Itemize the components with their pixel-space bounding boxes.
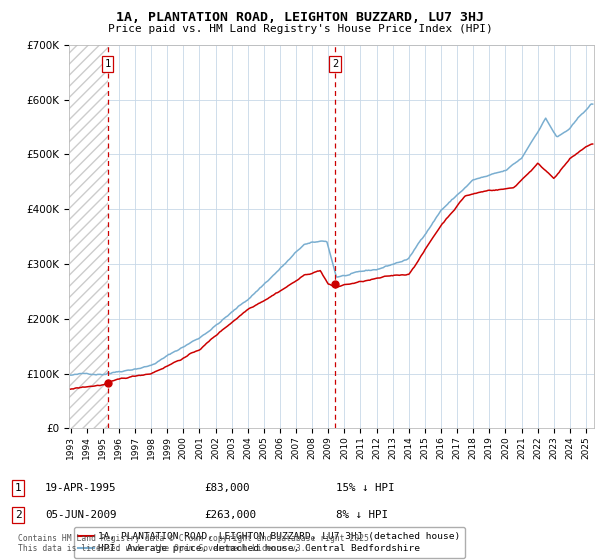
Text: 1A, PLANTATION ROAD, LEIGHTON BUZZARD, LU7 3HJ: 1A, PLANTATION ROAD, LEIGHTON BUZZARD, L… [116, 11, 484, 24]
Legend: 1A, PLANTATION ROAD, LEIGHTON BUZZARD, LU7 3HJ (detached house), HPI: Average pr: 1A, PLANTATION ROAD, LEIGHTON BUZZARD, L… [74, 527, 465, 558]
Text: 05-JUN-2009: 05-JUN-2009 [45, 510, 116, 520]
Text: 1: 1 [104, 59, 111, 69]
Text: £263,000: £263,000 [204, 510, 256, 520]
Bar [69, 45, 107, 428]
Text: Contains HM Land Registry data © Crown copyright and database right 2025.
This d: Contains HM Land Registry data © Crown c… [18, 534, 374, 553]
Text: Price paid vs. HM Land Registry's House Price Index (HPI): Price paid vs. HM Land Registry's House … [107, 24, 493, 34]
Text: 2: 2 [332, 59, 338, 69]
Text: 2: 2 [14, 510, 22, 520]
Text: 8% ↓ HPI: 8% ↓ HPI [336, 510, 388, 520]
Text: 15% ↓ HPI: 15% ↓ HPI [336, 483, 395, 493]
Text: 1: 1 [14, 483, 22, 493]
Text: £83,000: £83,000 [204, 483, 250, 493]
Text: 19-APR-1995: 19-APR-1995 [45, 483, 116, 493]
Bar [69, 45, 107, 428]
